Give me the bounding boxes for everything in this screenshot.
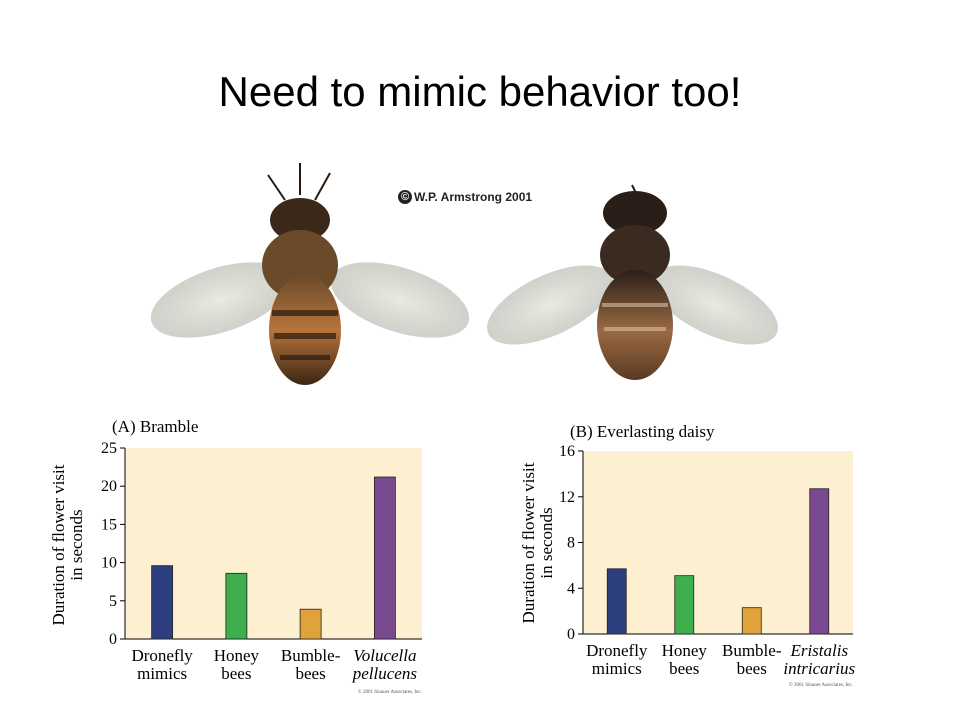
y-axis-label-line2: in seconds xyxy=(67,509,86,580)
chart-footer: © 2001 Sinauer Associates, Inc. xyxy=(789,682,853,688)
chart-title: (A) Bramble xyxy=(112,417,198,436)
honey-bee-photo xyxy=(150,163,470,385)
chart-bramble: (A) Bramble Duration of flower visit in … xyxy=(49,417,422,695)
bar xyxy=(299,608,322,640)
plot-background xyxy=(583,451,853,634)
y-tick-label: 10 xyxy=(101,555,117,572)
y-tick-label: 8 xyxy=(567,535,575,552)
bar xyxy=(151,565,174,640)
y-tick-label: 4 xyxy=(567,580,575,597)
y-axis-label-line1: Duration of flower visit xyxy=(519,462,538,623)
y-axis-label-line1: Duration of flower visit xyxy=(49,464,68,625)
y-tick-label: 5 xyxy=(109,593,117,610)
y-tick-label: 12 xyxy=(559,489,575,506)
y-tick-label: 0 xyxy=(567,626,575,643)
x-category-label: Bumble- xyxy=(722,641,782,660)
x-category-label: Dronefly xyxy=(131,646,193,665)
x-category-label: Honey xyxy=(214,646,260,665)
x-category-label: Dronefly xyxy=(586,641,648,660)
x-category-label: bees xyxy=(669,659,699,678)
x-category-label: Volucella xyxy=(353,646,416,665)
y-tick-label: 15 xyxy=(101,516,117,533)
dronefly-photo xyxy=(487,184,778,380)
x-category-label: bees xyxy=(221,664,251,683)
copyright-icon: © xyxy=(398,190,412,204)
y-tick-label: 16 xyxy=(559,443,575,460)
y-tick-label: 20 xyxy=(101,478,117,495)
x-category-label: Eristalis xyxy=(789,641,848,660)
y-axis-label-line2: in seconds xyxy=(537,507,556,578)
slide-title: Need to mimic behavior too! xyxy=(218,68,742,115)
y-tick-label: 25 xyxy=(101,440,117,457)
plot-background xyxy=(125,448,422,639)
bee-and-fly-photos xyxy=(150,163,778,385)
bar xyxy=(373,476,396,640)
bar xyxy=(225,572,248,640)
bar xyxy=(606,568,627,635)
chart-everlasting-daisy: (B) Everlasting daisy Duration of flower… xyxy=(519,422,856,688)
bar xyxy=(674,575,695,635)
x-category-label: Honey xyxy=(662,641,708,660)
x-category-label: Bumble- xyxy=(281,646,341,665)
x-category-label: bees xyxy=(737,659,767,678)
y-tick-label: 0 xyxy=(109,631,117,648)
bar xyxy=(809,488,830,635)
chart-title: (B) Everlasting daisy xyxy=(570,422,715,441)
photo-credit-text: W.P. Armstrong 2001 xyxy=(414,190,533,204)
x-category-label: mimics xyxy=(137,664,187,683)
bar xyxy=(741,607,762,635)
photo-credit: © W.P. Armstrong 2001 xyxy=(398,190,532,204)
x-category-label: mimics xyxy=(592,659,642,678)
x-category-label: pellucens xyxy=(352,664,418,683)
x-category-label: intricarius xyxy=(783,659,855,678)
chart-footer: © 2001 Sinauer Associates, Inc. xyxy=(358,689,422,695)
x-category-label: bees xyxy=(296,664,326,683)
